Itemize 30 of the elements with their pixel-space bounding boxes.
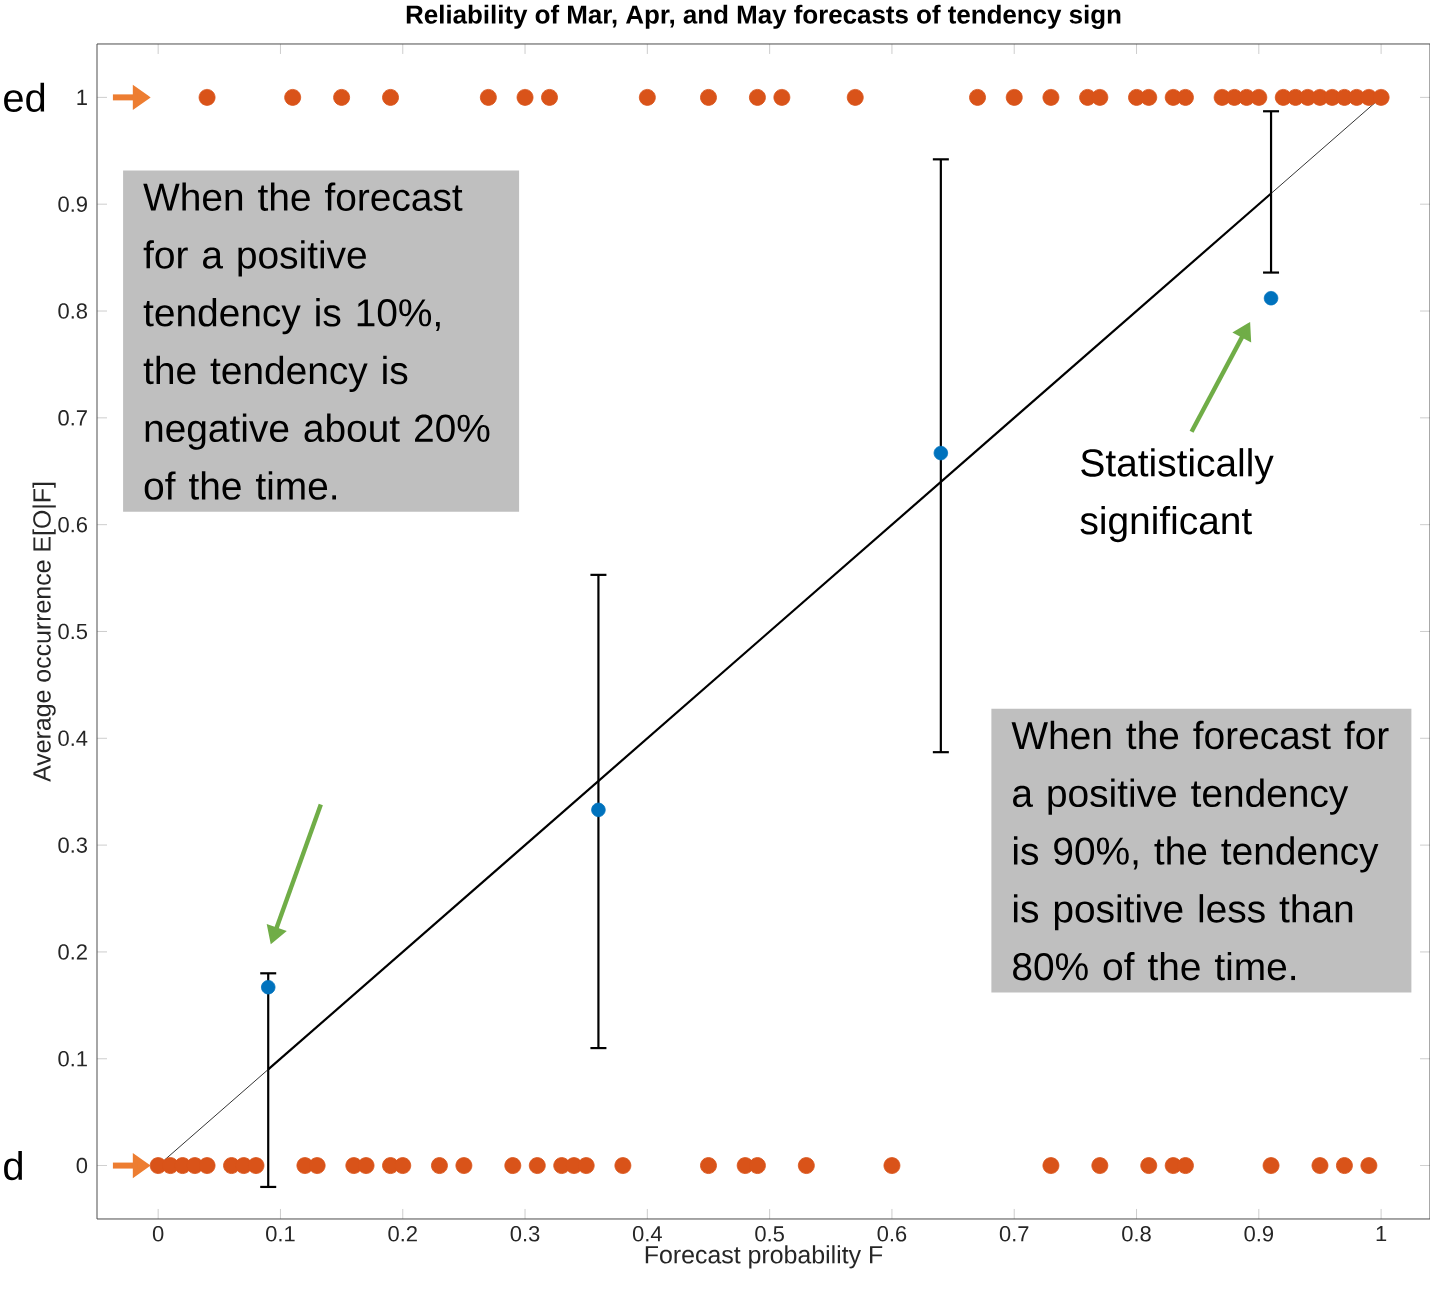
x-tick-label: 0.1 xyxy=(266,1226,295,1242)
y-tick-label: 0 xyxy=(76,1157,88,1174)
annotation: Statistically significant xyxy=(1080,448,1274,543)
x-tick-label: 0.8 xyxy=(1122,1226,1151,1242)
text: ed xyxy=(4,82,45,112)
x-tick-label: 0.3 xyxy=(510,1226,540,1242)
y-tick-label: 0.2 xyxy=(58,944,87,960)
x-tick-label: 0 xyxy=(152,1226,164,1242)
chart-title: Reliability of Mar, Apr, and May forecasts of tendency sign xyxy=(406,4,1121,29)
annotation: When the forecast for a positive tendency is 10%, the tendency is negative about 20% of the time. xyxy=(143,182,490,500)
x-tick-label: 1 xyxy=(1376,1226,1387,1242)
annotation: When the forecast for a positive tendency is 90%, the tendency is positive less than 80% of the time. xyxy=(1011,720,1389,981)
y-tick-label: 1 xyxy=(77,89,87,105)
y-tick-label: 0.7 xyxy=(58,410,87,426)
y-tick-label: 0.6 xyxy=(58,516,87,533)
y-tick-label: 0.9 xyxy=(58,196,87,212)
text: d xyxy=(4,1150,22,1181)
y-tick-label: 0.4 xyxy=(58,730,88,747)
x-tick-label: 0.4 xyxy=(632,1226,662,1242)
x-tick-label: 0.2 xyxy=(388,1226,417,1242)
y-tick-label: 0.3 xyxy=(58,837,87,853)
y-tick-label: 0.8 xyxy=(58,303,87,319)
y-tick-label: 0.1 xyxy=(58,1051,87,1067)
x-tick-label: 0.7 xyxy=(999,1226,1029,1242)
x-tick-label: 0.6 xyxy=(877,1226,907,1242)
y-tick-label: 0.5 xyxy=(58,623,88,640)
x-tick-label: 0.5 xyxy=(755,1226,784,1242)
y-axis-title: Average occurrence E[O|F] xyxy=(32,482,56,782)
x-axis-title: Forecast probability F xyxy=(645,1245,883,1269)
x-tick-label: 0.9 xyxy=(1244,1226,1274,1242)
